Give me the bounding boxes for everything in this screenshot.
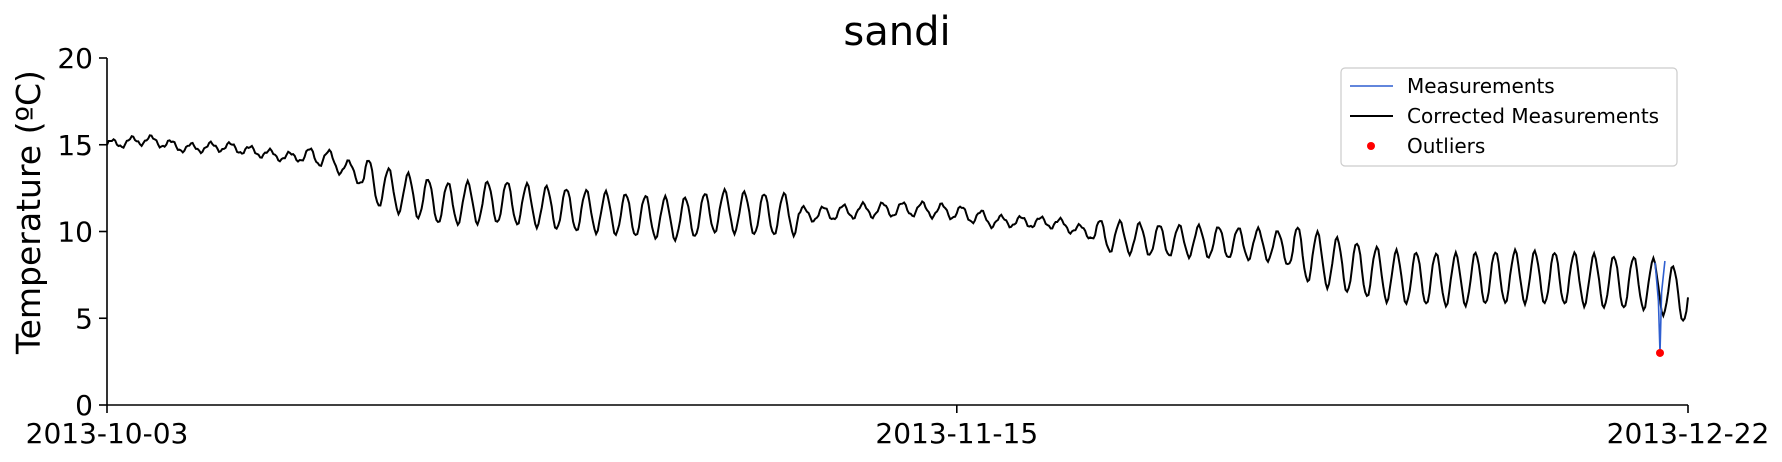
x-tick-label: 2013-11-15 (875, 417, 1038, 450)
x-tick-label: 2013-10-03 (26, 417, 189, 450)
legend-item-outliers-marker (1367, 142, 1375, 150)
y-tick-label: 5 (75, 302, 93, 335)
legend-item-corrected-measurements: Corrected Measurements (1407, 104, 1659, 128)
y-tick-label: 0 (75, 389, 93, 422)
y-tick-label: 20 (57, 42, 93, 75)
x-tick-label: 2013-12-22 (1607, 417, 1770, 450)
legend-box (1340, 67, 1678, 167)
chart-title: sandi (843, 9, 950, 55)
y-axis-label: Temperature (ºC) (9, 70, 48, 355)
legend-item-outliers: Outliers (1407, 134, 1485, 158)
series-corrected-measurements (106, 134, 1689, 323)
outlier-point (1656, 348, 1665, 357)
legend-item-measurements: Measurements (1407, 74, 1555, 98)
plot-area (106, 134, 1689, 357)
axes: 0 5 10 15 20 2013-10-03 2013-11-15 2013-12-22 (26, 42, 1770, 450)
legend: Measurements Corrected Measurements Outlie… (1340, 67, 1678, 167)
y-tick-label: 15 (57, 129, 93, 162)
y-tick-label: 10 (57, 216, 93, 249)
